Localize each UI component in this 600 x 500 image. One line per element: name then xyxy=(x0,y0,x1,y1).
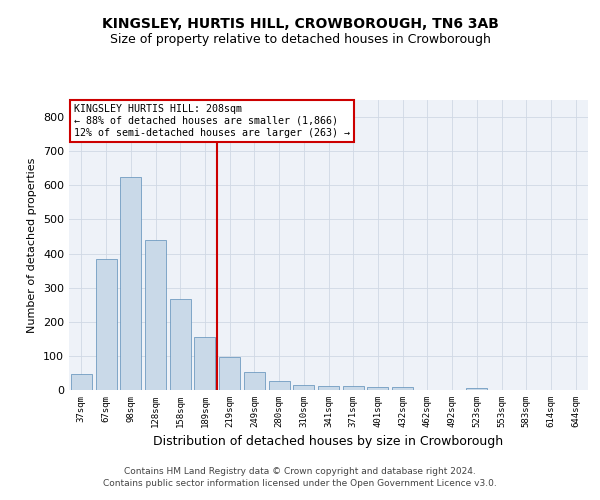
Bar xyxy=(145,240,166,390)
Text: KINGSLEY HURTIS HILL: 208sqm
← 88% of detached houses are smaller (1,866)
12% of: KINGSLEY HURTIS HILL: 208sqm ← 88% of de… xyxy=(74,104,350,138)
Bar xyxy=(367,386,388,390)
Bar xyxy=(170,298,191,390)
Bar xyxy=(269,381,290,390)
Bar xyxy=(293,385,314,390)
Bar xyxy=(219,357,240,390)
Bar xyxy=(95,258,116,390)
Y-axis label: Number of detached properties: Number of detached properties xyxy=(28,158,37,332)
Bar xyxy=(343,386,364,390)
Text: Contains HM Land Registry data © Crown copyright and database right 2024.
Contai: Contains HM Land Registry data © Crown c… xyxy=(103,466,497,487)
Bar xyxy=(244,372,265,390)
Bar xyxy=(71,374,92,390)
Bar xyxy=(194,337,215,390)
X-axis label: Distribution of detached houses by size in Crowborough: Distribution of detached houses by size … xyxy=(154,436,503,448)
Bar xyxy=(120,177,141,390)
Bar xyxy=(318,386,339,390)
Bar xyxy=(466,388,487,390)
Bar xyxy=(392,386,413,390)
Text: Size of property relative to detached houses in Crowborough: Size of property relative to detached ho… xyxy=(110,32,490,46)
Text: KINGSLEY, HURTIS HILL, CROWBOROUGH, TN6 3AB: KINGSLEY, HURTIS HILL, CROWBOROUGH, TN6 … xyxy=(101,18,499,32)
